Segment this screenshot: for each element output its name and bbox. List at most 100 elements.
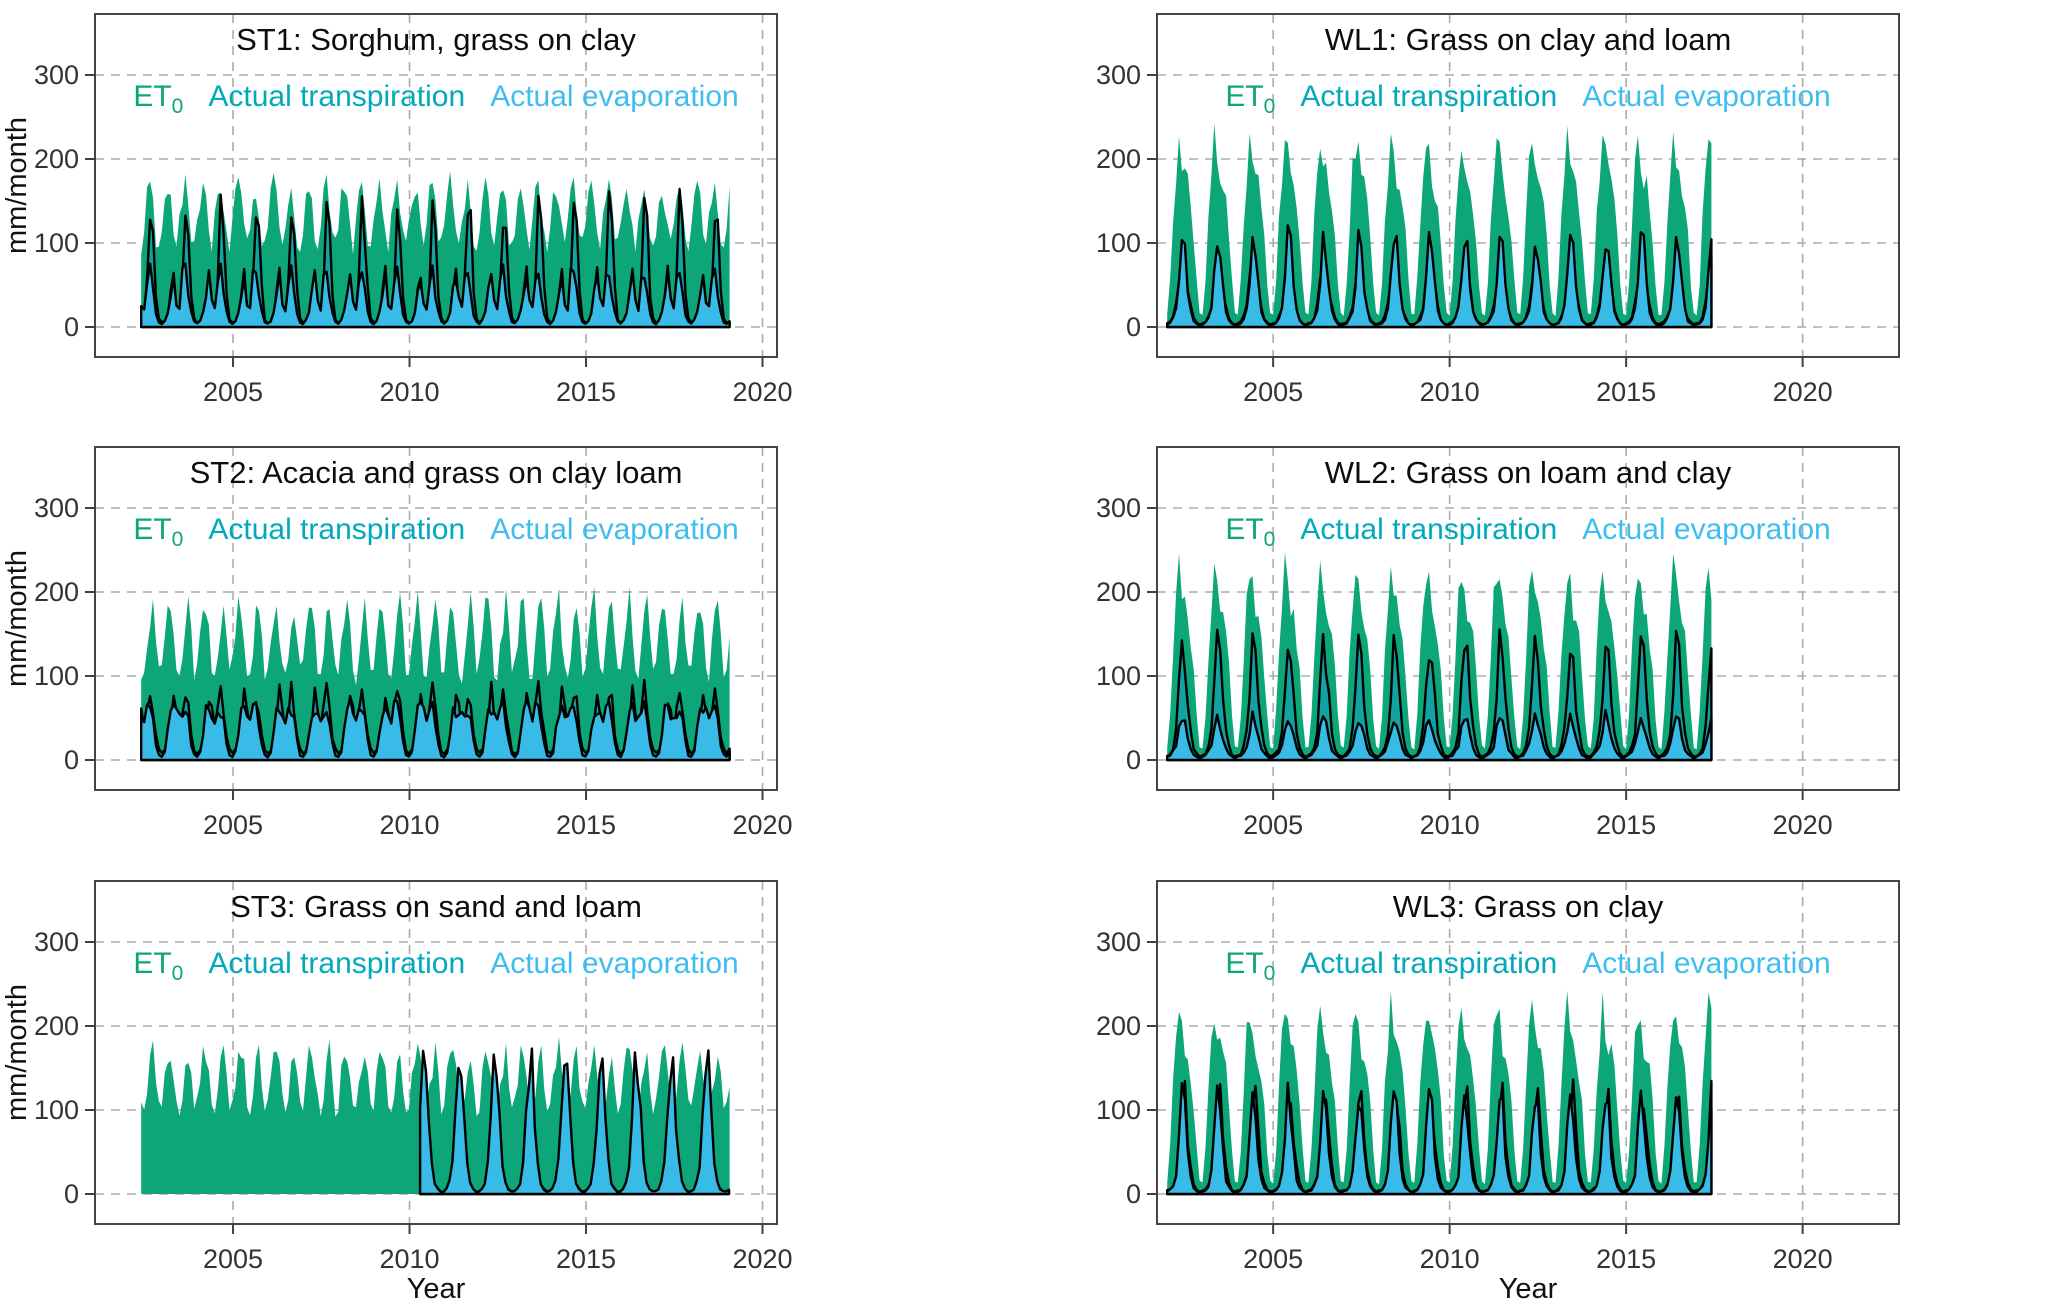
x-tick-label: 2020 <box>732 377 792 407</box>
panel-border <box>94 446 778 791</box>
series-evaporation-outline <box>1166 708 1713 762</box>
legend: ET0 Actual transpiration Actual evaporat… <box>1225 80 1830 118</box>
legend-spacer <box>1557 947 1582 980</box>
panel-ST2: 0 100 200 300 2005 2010 2015 2020 mm/month ST2: A… <box>1 446 793 840</box>
y-tick-label: 200 <box>1096 577 1141 607</box>
y-tick-label: 200 <box>34 1011 79 1041</box>
legend-et0-subscript: 0 <box>172 962 184 985</box>
x-tick-label: 2020 <box>1773 810 1833 840</box>
y-tick-label: 0 <box>64 1179 79 1209</box>
x-tick-label: 2005 <box>203 810 263 840</box>
legend-et0-subscript: 0 <box>172 528 184 551</box>
series-et0-area <box>141 1036 730 1194</box>
x-tick-label: 2015 <box>1596 377 1656 407</box>
panel-title: ST3: Grass on sand and loam <box>230 889 642 924</box>
legend-transpiration: Actual transpiration <box>208 513 465 546</box>
legend-et0-subscript: 0 <box>1264 95 1276 118</box>
y-tick-label: 100 <box>34 661 79 691</box>
y-tick-label: 200 <box>34 577 79 607</box>
legend-et0: ET <box>133 80 171 113</box>
legend-spacer <box>1275 513 1300 546</box>
y-tick-label: 100 <box>1096 228 1141 258</box>
y-tick-label: 0 <box>64 745 79 775</box>
series-evaporation-area <box>1167 225 1712 327</box>
legend-spacer <box>1557 80 1582 113</box>
series-evaporation-area <box>141 263 730 327</box>
legend: ET0 Actual transpiration Actual evaporat… <box>133 947 738 985</box>
legend-et0-subscript: 0 <box>1264 962 1276 985</box>
x-tick-label: 2010 <box>379 377 439 407</box>
legend-spacer <box>183 513 208 546</box>
x-tick-label: 2020 <box>1773 377 1833 407</box>
x-tick-label: 2015 <box>1596 810 1656 840</box>
x-axis-label: Year <box>1499 1273 1558 1304</box>
panel-title: WL1: Grass on clay and loam <box>1325 22 1732 57</box>
legend-et0-subscript: 0 <box>1264 528 1276 551</box>
panel-border <box>94 880 778 1225</box>
x-tick-label: 2020 <box>732 1244 792 1274</box>
panel-border <box>1156 446 1900 791</box>
y-axis-label: mm/month <box>1 117 33 254</box>
legend-evaporation: Actual evaporation <box>490 80 739 113</box>
legend-transpiration: Actual transpiration <box>1300 80 1557 113</box>
panel-border <box>1156 13 1900 358</box>
series-evaporation-outline <box>140 262 731 329</box>
panel-title: ST1: Sorghum, grass on clay <box>236 22 636 57</box>
legend-evaporation: Actual evaporation <box>1582 80 1831 113</box>
x-tick-label: 2010 <box>379 1244 439 1274</box>
legend-spacer <box>1275 80 1300 113</box>
legend-transpiration: Actual transpiration <box>208 80 465 113</box>
x-tick-label: 2010 <box>379 810 439 840</box>
x-tick-label: 2005 <box>1243 1244 1303 1274</box>
legend: ET0 Actual transpiration Actual evaporat… <box>133 513 738 551</box>
legend-et0: ET <box>1225 947 1263 980</box>
y-tick-label: 200 <box>1096 1011 1141 1041</box>
legend-spacer <box>465 513 490 546</box>
legend-spacer <box>465 947 490 980</box>
series-evaporation-outline <box>1166 1079 1713 1196</box>
series-evaporation-area <box>1167 710 1712 760</box>
series-evaporation-area <box>420 1048 729 1194</box>
legend-spacer <box>465 80 490 113</box>
series-transpiration-area <box>1167 629 1712 760</box>
y-tick-label: 300 <box>34 60 79 90</box>
legend-transpiration: Actual transpiration <box>1300 947 1557 980</box>
x-tick-label: 2010 <box>1420 377 1480 407</box>
y-tick-label: 300 <box>34 493 79 523</box>
series-evaporation-outline <box>140 697 731 762</box>
legend-evaporation: Actual evaporation <box>490 947 739 980</box>
y-tick-label: 300 <box>1096 493 1141 523</box>
x-axis-label: Year <box>407 1273 466 1304</box>
y-tick-label: 0 <box>1126 312 1141 342</box>
y-tick-label: 200 <box>1096 144 1141 174</box>
y-tick-label: 300 <box>34 927 79 957</box>
y-axis-label: mm/month <box>1 984 33 1121</box>
legend: ET0 Actual transpiration Actual evaporat… <box>1225 947 1830 985</box>
y-tick-label: 0 <box>1126 1179 1141 1209</box>
panel-ST1: 0 100 200 300 2005 2010 2015 2020 mm/month ST1: S… <box>1 13 793 407</box>
x-tick-label: 2015 <box>556 1244 616 1274</box>
y-tick-label: 100 <box>34 1095 79 1125</box>
legend: ET0 Actual transpiration Actual evaporat… <box>133 80 738 118</box>
x-tick-label: 2015 <box>556 377 616 407</box>
x-tick-label: 2015 <box>556 810 616 840</box>
legend-spacer <box>1275 947 1300 980</box>
legend-et0-subscript: 0 <box>172 95 184 118</box>
y-tick-label: 300 <box>1096 60 1141 90</box>
x-tick-label: 2020 <box>1773 1244 1833 1274</box>
panel-title: ST2: Acacia and grass on clay loam <box>190 455 683 490</box>
legend-transpiration: Actual transpiration <box>1300 513 1557 546</box>
y-tick-label: 100 <box>34 228 79 258</box>
y-tick-label: 100 <box>1096 661 1141 691</box>
legend-et0: ET <box>1225 80 1263 113</box>
y-tick-label: 200 <box>34 144 79 174</box>
series-evaporation-area <box>1167 1081 1712 1194</box>
legend-evaporation: Actual evaporation <box>1582 513 1831 546</box>
panel-border <box>1156 880 1900 1225</box>
series-evaporation-outline <box>1166 224 1713 329</box>
y-tick-label: 0 <box>64 312 79 342</box>
panel-WL1: 0 100 200 300 2005 2010 2015 2020 WL1: Grass on … <box>1096 13 1900 407</box>
panel-WL2: 0 100 200 300 2005 2010 2015 2020 WL2: Grass on … <box>1096 446 1900 840</box>
panel-title: WL3: Grass on clay <box>1393 889 1664 924</box>
